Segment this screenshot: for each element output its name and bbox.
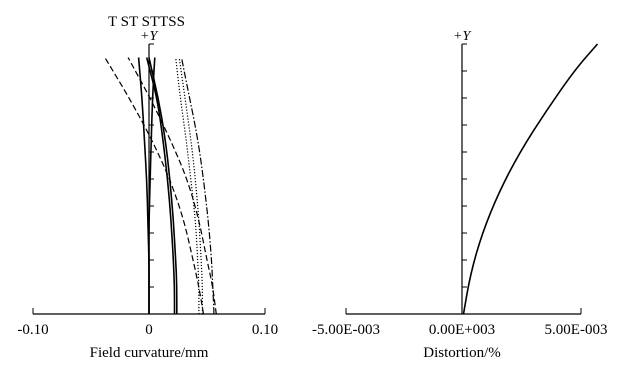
x-tick-label-max: 5.00E-003 [545, 322, 608, 338]
series-line-1 [104, 57, 205, 315]
series-line-9 [180, 57, 215, 315]
series-line-1 [462, 43, 599, 315]
x-tick-label-min: -0.10 [17, 322, 48, 338]
y-ticks [462, 43, 467, 288]
x-axis-title: Field curvature/mm [90, 345, 209, 361]
field-curvature-series [104, 57, 217, 315]
y-axis-label: +Y [140, 29, 159, 44]
distortion-series [462, 43, 599, 315]
field-curvature-panel: T ST STTSS +Y -0.10 0 0.10 Field curvatu… [17, 14, 278, 361]
x-tick-label-zero: 0 [145, 322, 153, 338]
series-line-5 [148, 57, 178, 314]
series-line-4 [148, 57, 156, 315]
y-axis-label: +Y [453, 29, 472, 44]
distortion-panel: +Y -5.00E-003 0.00E+003 5.00E-003 Distor… [312, 29, 607, 361]
series-line-3 [137, 57, 150, 315]
curve-type-labels: T ST STTSS [108, 14, 185, 30]
x-tick-label-zero: 0.00E+003 [429, 322, 495, 338]
x-tick-label-min: -5.00E-003 [312, 322, 380, 338]
series-line-8 [178, 57, 204, 315]
series-line-6 [145, 57, 176, 314]
x-tick-label-max: 0.10 [252, 322, 278, 338]
series-line-7 [175, 57, 200, 315]
x-axis-title: Distortion/% [423, 345, 501, 361]
